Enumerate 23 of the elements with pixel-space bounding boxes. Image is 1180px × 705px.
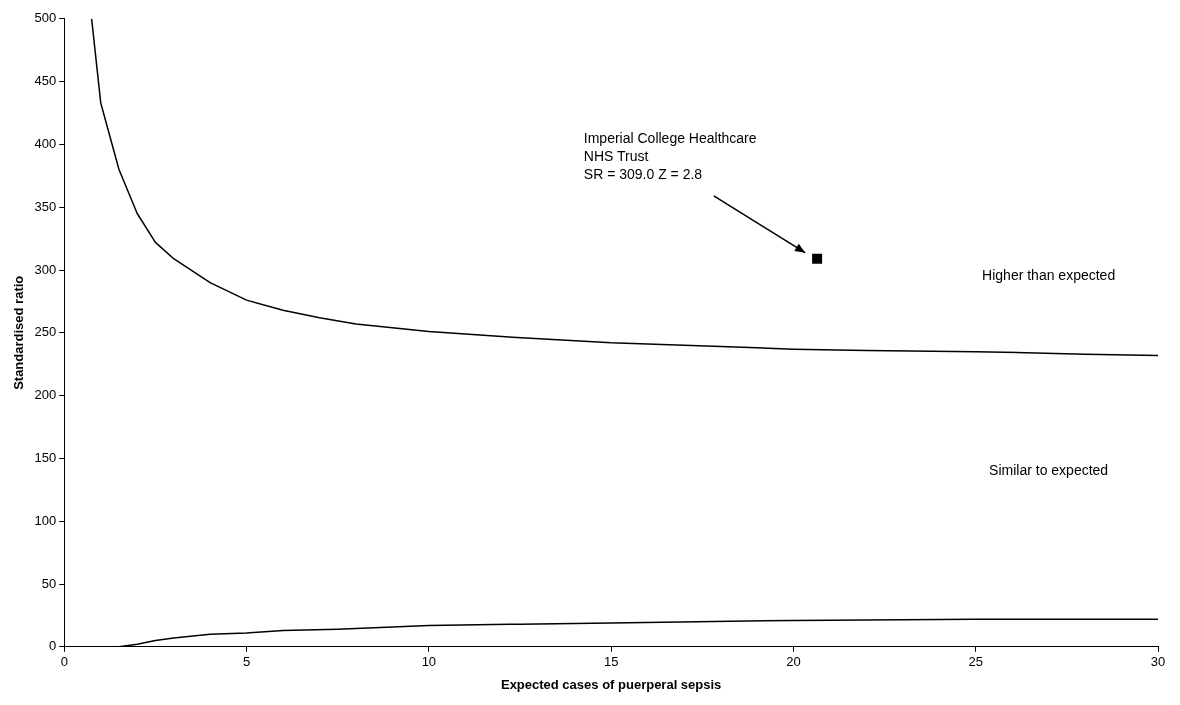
y-tick-label: 350 (34, 198, 57, 214)
y-tick-label: 250 (34, 324, 57, 340)
annotation: Higher than expected (982, 267, 1116, 284)
y-tick-label: 0 (49, 638, 57, 654)
y-tick-label: 400 (34, 135, 57, 151)
annotation: Imperial College Healthcare NHS Trust SR = 309.0 Z = 2.8 (583, 129, 757, 182)
y-tick-label: 200 (34, 387, 57, 403)
x-tick-label: 30 (1150, 654, 1166, 670)
x-axis-title: Expected cases of puerperal sepsis (500, 676, 722, 692)
x-tick-label: 5 (242, 654, 251, 670)
y-tick-label: 300 (34, 261, 57, 277)
x-tick-label: 20 (786, 654, 801, 670)
y-tick-label: 100 (34, 512, 57, 528)
y-axis-title: Standardised ratio (11, 275, 27, 390)
y-tick-label: 150 (34, 449, 57, 465)
x-tick-label: 15 (603, 654, 619, 670)
y-tick-label: 500 (34, 10, 57, 26)
x-tick-label: 0 (60, 654, 68, 670)
x-tick-label: 25 (968, 654, 983, 670)
y-tick-label: 450 (34, 73, 57, 89)
x-tick-label: 10 (421, 654, 437, 670)
y-tick-label: 50 (41, 575, 57, 591)
annotation: Similar to expected (989, 461, 1109, 478)
